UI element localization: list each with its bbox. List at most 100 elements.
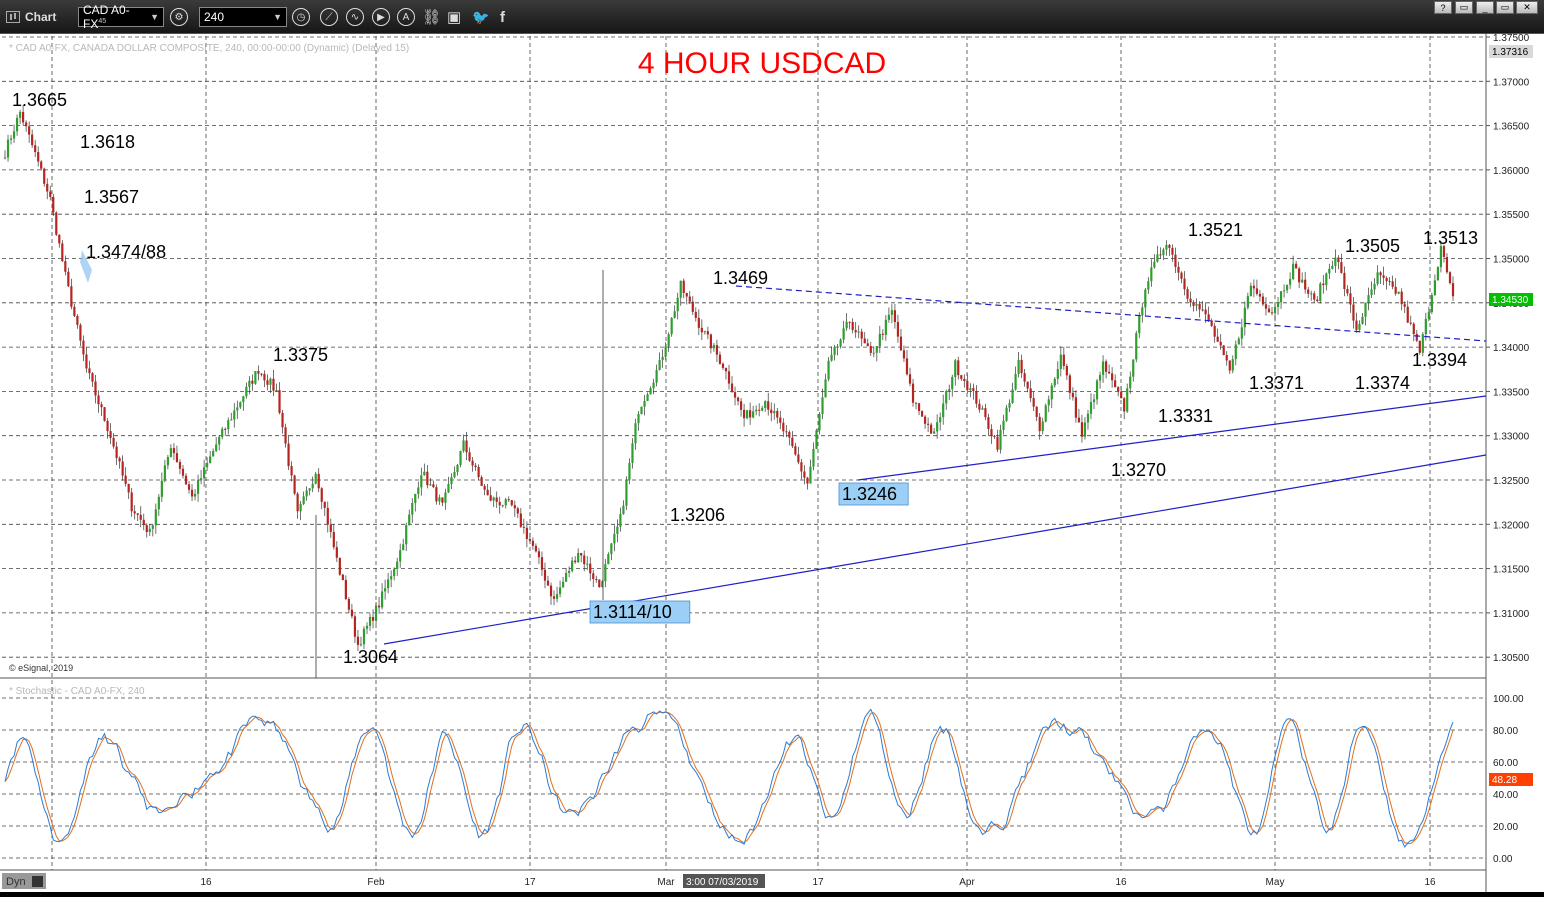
candle-up [616, 526, 619, 534]
help-button[interactable]: ? [1434, 1, 1452, 14]
chevron-down-icon[interactable]: ▼ [150, 12, 159, 22]
maximize-button[interactable]: ▭ [1496, 1, 1514, 14]
candle-up [1129, 376, 1132, 389]
candle-down [1062, 354, 1065, 366]
candle-up [1141, 307, 1144, 316]
candle-down [483, 486, 486, 490]
candle-down [580, 553, 583, 556]
date-tick-label: 16 [1115, 877, 1127, 888]
candle-down [37, 151, 40, 162]
candle-down [28, 126, 31, 135]
candle-down [736, 397, 740, 402]
candle-down [984, 408, 987, 418]
candle-down [1177, 266, 1180, 273]
price-annotation: 1.3394 [1412, 350, 1467, 370]
candle-down [115, 446, 118, 459]
candle-up [827, 360, 830, 380]
wave-button[interactable]: ∿ [346, 7, 364, 27]
interval-input[interactable]: 240 ▼ [199, 7, 287, 27]
candle-up [555, 594, 559, 599]
candle-down [480, 477, 483, 487]
settings-button[interactable]: ⚙ [170, 7, 188, 27]
symbol-input[interactable]: CAD A0-FX45 ▼ [78, 3, 164, 31]
candle-down [863, 338, 866, 344]
candle-down [767, 401, 770, 410]
price-annotation: 1.3521 [1188, 220, 1243, 240]
candle-down [40, 161, 43, 169]
candle-down [914, 402, 918, 404]
candle-down [552, 596, 556, 599]
candle-down [1445, 256, 1449, 273]
link-button[interactable]: ⛓ [422, 7, 441, 27]
candle-up [365, 625, 369, 629]
candle-down [49, 191, 52, 197]
comment-button[interactable]: ▣ [447, 7, 461, 27]
twitter-icon: 🐦 [472, 8, 490, 25]
price-tick-label: 1.37500 [1493, 34, 1530, 44]
candle-down [1403, 304, 1406, 307]
draw-line-button[interactable]: ⟋ [320, 7, 338, 27]
close-button[interactable]: ✕ [1516, 1, 1538, 14]
candle-down [317, 473, 320, 489]
candle-down [519, 513, 522, 527]
candle-down [293, 475, 296, 494]
candle-up [239, 402, 242, 408]
candle-down [1207, 314, 1210, 321]
candle-up [387, 579, 390, 589]
candle-down [1448, 272, 1452, 284]
candle-up [15, 117, 19, 132]
candle-down [435, 487, 438, 502]
chart-area[interactable]: 1.3665 1.3618 1.3567 1.3474/88 1.3375 1.3064 1… [0, 33, 1544, 892]
settings-icon: ⚙ [170, 8, 188, 26]
candle-down [791, 437, 794, 447]
candle-up [649, 388, 652, 395]
candle-up [999, 429, 1002, 450]
link-icon: ⛓ [422, 9, 442, 26]
candle-down [963, 378, 966, 382]
candle-up [411, 503, 414, 515]
price-tick-label: 1.36500 [1493, 122, 1530, 133]
clock-button[interactable]: ◷ [292, 7, 310, 27]
candle-down [25, 122, 28, 127]
annotation-highlight-box [838, 482, 909, 506]
candle-down [869, 346, 872, 353]
minimize-button[interactable]: _ [1476, 1, 1494, 14]
twitter-button[interactable]: 🐦 [472, 7, 489, 27]
candle-down [685, 292, 688, 297]
chevron-down-icon[interactable]: ▼ [273, 12, 282, 22]
candle-up [1361, 316, 1364, 324]
candle-down [1418, 340, 1421, 353]
candle-up [221, 428, 224, 438]
candle-down [694, 311, 697, 318]
candle-up [1059, 354, 1062, 370]
candle-down [724, 367, 728, 372]
candle-down [139, 514, 142, 520]
candle-up [661, 356, 664, 361]
candle-down [118, 458, 121, 462]
play-button[interactable]: ▶ [372, 7, 390, 27]
chart-svg[interactable]: 1.3665 1.3618 1.3567 1.3474/88 1.3375 1.3064 1… [0, 33, 1544, 892]
annotation-highlight-box [589, 600, 691, 624]
candle-down [371, 617, 375, 621]
candle-down [22, 111, 25, 123]
candle-up [830, 354, 833, 361]
candle-up [459, 450, 462, 465]
candle-down [353, 616, 357, 637]
candle-up [157, 496, 160, 510]
candle-up [380, 591, 384, 608]
candle-up [1086, 413, 1090, 423]
alert-button[interactable]: A [397, 7, 415, 27]
dyn-toggle-icon[interactable] [32, 876, 43, 887]
restore-button[interactable]: ▭ [1455, 1, 1473, 14]
candle-down [103, 407, 106, 421]
candle-down [522, 526, 525, 528]
candle-up [1334, 257, 1337, 266]
candle-up [1301, 279, 1304, 283]
candle-down [335, 547, 338, 558]
facebook-button[interactable]: f [500, 7, 505, 27]
candle-up [586, 563, 589, 565]
candles [3, 105, 1455, 678]
close-icon: ✕ [1523, 2, 1531, 12]
help-icon: ? [1440, 2, 1446, 13]
candle-down [124, 475, 127, 484]
